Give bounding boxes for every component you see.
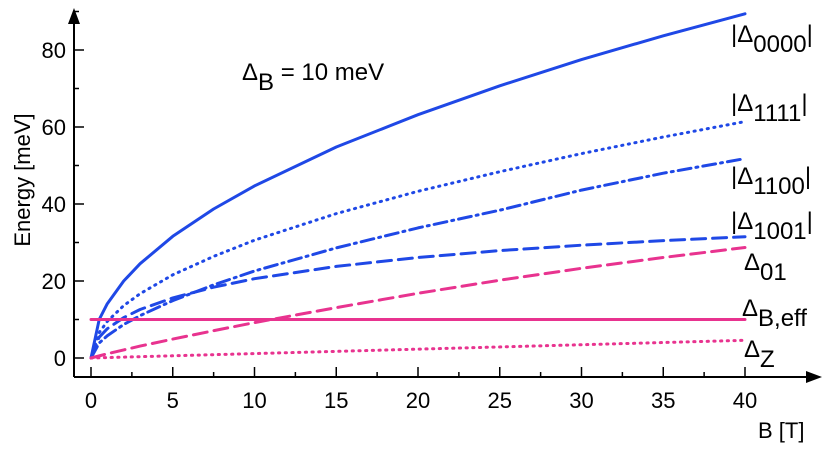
x-tick-label: 40 [733,388,757,413]
x-tick-label: 0 [85,388,97,413]
x-tick-label: 10 [242,388,266,413]
series-labels: |Δ0000| |Δ1111| |Δ1100| |Δ1001| Δ01 ΔB,eff ΔZ [731,21,813,373]
x-tick-label: 25 [488,388,512,413]
x-axis-label: B [T] [758,418,804,443]
series-label-2: |Δ1100| [731,163,811,200]
y-tick-label: 0 [54,346,66,371]
series-line-2 [89,157,747,360]
series-line-1 [89,120,747,360]
y-tick-label: 60 [42,115,66,140]
series-label-0: |Δ0000| [731,21,813,58]
series-line-6 [89,338,747,360]
series-line-0 [89,12,747,360]
y-tick-label: 40 [42,192,66,217]
x-axis-arrow [806,371,822,383]
x-tick-label: 35 [651,388,675,413]
y-axis-arrow [68,8,80,24]
series-label-1: |Δ1111| [731,90,808,127]
y-tick-label: 20 [42,269,66,294]
series-label-3: |Δ1001| [731,208,813,245]
x-tick-label: 20 [406,388,430,413]
series-line-3 [89,235,747,360]
delta-b-annotation: ΔB = 10 meV [242,59,384,96]
ticks: 0 5 10 15 20 25 30 35 40 0 20 40 60 80 [42,10,757,413]
x-tick-label: 30 [569,388,593,413]
y-tick-label: 80 [42,38,66,63]
axes [68,8,822,383]
x-tick-label: 15 [324,388,348,413]
y-axis-label: Energy [meV] [10,113,35,246]
series-label-5: ΔB,eff [742,295,807,332]
series-line-4 [89,246,747,360]
series-layer [89,12,747,360]
series-label-6: ΔZ [744,336,775,373]
x-tick-label: 5 [167,388,179,413]
series-label-4: Δ01 [744,249,787,286]
